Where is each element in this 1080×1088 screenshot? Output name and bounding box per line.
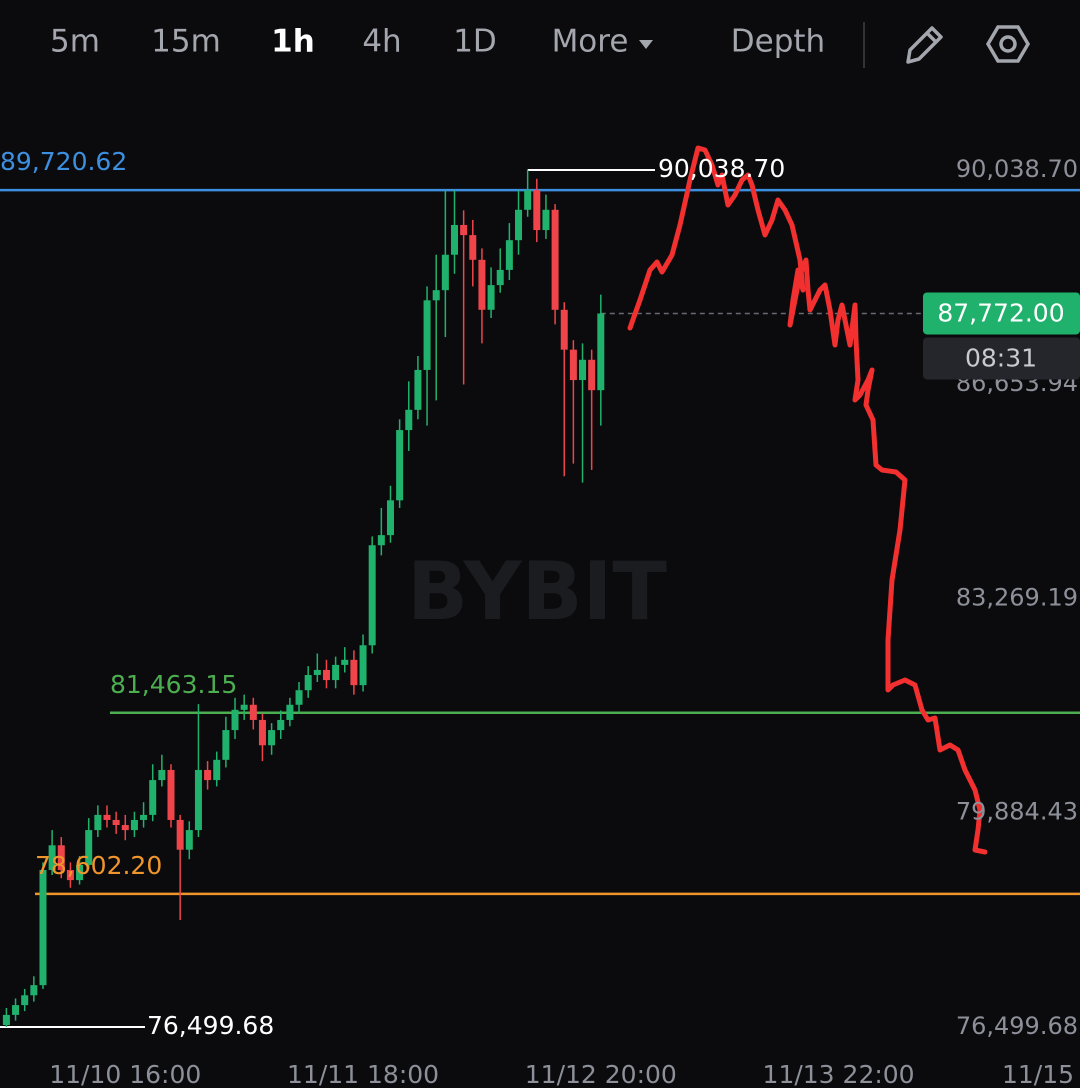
candle-body <box>249 704 257 720</box>
candle-body <box>240 704 248 710</box>
candle-body <box>176 819 184 850</box>
countdown-label: 08:31 <box>965 343 1037 372</box>
candle-body <box>140 814 148 820</box>
candle-body <box>76 864 84 881</box>
y-tick-label: 90,038.70 <box>956 155 1078 183</box>
candle-body <box>579 359 587 381</box>
y-tick-label: 79,884.43 <box>956 798 1078 826</box>
candle-body <box>121 825 129 831</box>
candle-body <box>231 709 239 731</box>
candle-body <box>469 235 477 260</box>
candle-body <box>295 690 303 705</box>
candle-body <box>460 224 468 236</box>
more-button[interactable]: More <box>552 24 629 60</box>
price-line-label: 89,720.62 <box>0 147 127 176</box>
candle-body <box>341 659 349 665</box>
x-tick-label: 11/15 <box>1002 1060 1074 1088</box>
candle-body <box>66 869 74 881</box>
candle-body <box>12 1005 20 1015</box>
candle-body <box>277 719 285 731</box>
candle-body <box>450 224 458 255</box>
interval[interactable]: 1D <box>453 24 497 60</box>
interval[interactable]: 15m <box>151 24 221 60</box>
interval-active[interactable]: 1h <box>271 24 315 60</box>
candle-body <box>103 814 111 820</box>
candle-body <box>222 730 230 760</box>
candle-body <box>158 769 166 781</box>
candle-body <box>478 259 486 310</box>
candle-body <box>396 430 404 501</box>
candle-body <box>597 313 605 391</box>
candle-body <box>213 759 221 781</box>
candle-body <box>322 669 330 681</box>
x-tick-label: 11/10 16:00 <box>49 1060 201 1088</box>
candle-body <box>286 704 294 720</box>
low-marker-label: 76,499.68 <box>147 1011 274 1040</box>
y-tick-label: 83,269.19 <box>956 583 1078 611</box>
candle-body <box>533 190 541 231</box>
candle-body <box>85 830 93 865</box>
candle-body <box>167 769 175 820</box>
last-price-box <box>923 292 1080 335</box>
candle-body <box>414 369 422 410</box>
candle-body <box>423 300 431 370</box>
candle-body <box>21 995 29 1006</box>
candle-body <box>542 209 550 231</box>
candle-body <box>112 819 120 826</box>
candle-body <box>551 209 559 310</box>
candle-body <box>30 985 38 996</box>
candle-body <box>94 814 102 831</box>
candle-body <box>496 269 504 286</box>
interval[interactable]: 4h <box>362 24 401 60</box>
candle-body <box>386 500 394 536</box>
depth-button[interactable]: Depth <box>731 24 825 60</box>
candle-body <box>350 659 358 686</box>
candle-body <box>39 869 47 986</box>
candle-body <box>304 675 312 691</box>
candle-body <box>332 664 340 681</box>
candle-body <box>130 819 138 831</box>
interval[interactable]: 5m <box>50 24 100 60</box>
candle-body <box>560 309 568 350</box>
price-line-label: 81,463.15 <box>110 670 237 699</box>
candle-body <box>185 830 193 850</box>
candle-body <box>515 209 523 241</box>
candle-body <box>441 254 449 291</box>
x-tick-label: 11/13 22:00 <box>763 1060 915 1088</box>
y-tick-label: 76,499.68 <box>956 1012 1078 1040</box>
candle-body <box>368 545 376 646</box>
candle-body <box>524 190 532 210</box>
freehand-drawing <box>627 145 988 855</box>
candle-body <box>149 780 157 815</box>
candle-body <box>194 769 202 831</box>
settings-icon[interactable] <box>985 25 1031 63</box>
candle-body <box>359 645 367 686</box>
dropdown-arrow <box>639 40 653 49</box>
candle-body <box>2 1014 10 1026</box>
candle-body <box>258 719 266 746</box>
candle-body <box>57 845 65 870</box>
candle-body <box>405 409 413 431</box>
x-tick-label: 11/12 20:00 <box>525 1060 677 1088</box>
pencil-icon[interactable] <box>906 26 943 64</box>
candle-body <box>313 669 321 676</box>
x-tick-label: 11/11 18:00 <box>287 1060 439 1088</box>
candle-body <box>204 769 212 781</box>
candle-body <box>505 240 513 270</box>
candle-body <box>487 285 495 310</box>
high-marker-label: 90,038.70 <box>658 154 785 183</box>
candle-body <box>432 290 440 301</box>
candle-body <box>377 535 385 546</box>
candle-body <box>588 359 596 391</box>
candle-body <box>48 845 56 870</box>
candle-body <box>569 349 577 381</box>
candle-body <box>268 730 276 746</box>
last-price-label: 87,772.00 <box>937 298 1064 327</box>
countdown-box <box>923 337 1080 380</box>
price-line-label: 78,602.20 <box>35 851 162 880</box>
watermark: BYBIT <box>407 545 667 638</box>
